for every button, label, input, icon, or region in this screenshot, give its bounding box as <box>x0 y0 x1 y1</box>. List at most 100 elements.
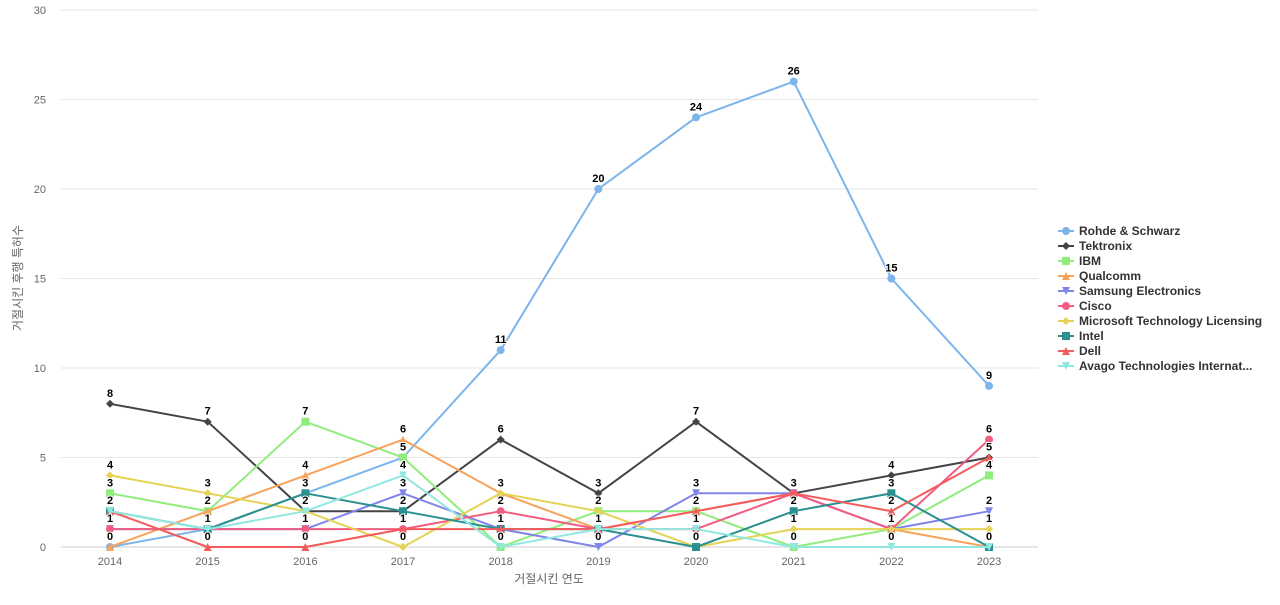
data-point[interactable] <box>985 471 994 480</box>
legend-item[interactable]: Avago Technologies Internat... <box>1058 358 1262 373</box>
data-point[interactable] <box>887 543 896 551</box>
legend-marker-icon <box>1058 226 1074 235</box>
data-point[interactable] <box>887 274 896 283</box>
data-point[interactable] <box>106 471 114 480</box>
data-point[interactable] <box>301 507 310 516</box>
data-point[interactable] <box>692 543 701 551</box>
legend-item[interactable]: Qualcomm <box>1058 268 1262 283</box>
data-point[interactable] <box>594 507 603 516</box>
data-point[interactable] <box>399 453 408 462</box>
data-point[interactable] <box>985 381 994 390</box>
legend-marker[interactable] <box>1062 271 1070 280</box>
data-point[interactable] <box>203 489 212 498</box>
legend-marker[interactable] <box>1062 241 1070 250</box>
data-point[interactable] <box>399 489 408 498</box>
data-point[interactable] <box>106 543 114 551</box>
data-point[interactable] <box>789 489 798 498</box>
data-point[interactable] <box>594 489 603 498</box>
data-point[interactable] <box>399 525 408 534</box>
legend-item[interactable]: Intel <box>1058 328 1262 343</box>
data-point[interactable] <box>985 525 994 534</box>
series-line[interactable] <box>109 474 990 548</box>
data-label: 2 <box>400 495 406 507</box>
data-point[interactable] <box>399 543 408 551</box>
series-line[interactable] <box>109 438 990 548</box>
data-point[interactable] <box>594 525 603 534</box>
data-point[interactable] <box>496 507 505 516</box>
series-avago-technologies-internat-[interactable] <box>106 471 994 551</box>
legend-marker[interactable] <box>1062 226 1070 235</box>
data-point[interactable] <box>496 525 505 534</box>
data-point[interactable] <box>594 185 603 193</box>
legend-marker[interactable] <box>1062 316 1070 325</box>
legend-marker[interactable] <box>1062 286 1070 295</box>
data-point[interactable] <box>106 489 114 498</box>
series-ibm[interactable] <box>106 417 994 551</box>
data-point[interactable] <box>594 543 603 551</box>
data-label: 4 <box>302 459 309 471</box>
data-point[interactable] <box>985 435 994 444</box>
data-point[interactable] <box>789 77 798 86</box>
data-point[interactable] <box>399 507 408 516</box>
series-qualcomm[interactable] <box>106 435 994 551</box>
data-point[interactable] <box>789 543 798 551</box>
data-point[interactable] <box>399 471 408 480</box>
legend-marker[interactable] <box>1062 346 1070 355</box>
data-point[interactable] <box>887 471 896 480</box>
data-point[interactable] <box>301 489 310 498</box>
legend-item[interactable]: Microsoft Technology Licensing <box>1058 313 1262 328</box>
data-point[interactable] <box>692 417 701 426</box>
series-line[interactable] <box>109 456 990 548</box>
data-point[interactable] <box>789 507 798 516</box>
data-point[interactable] <box>301 525 310 534</box>
data-label: 4 <box>107 459 114 471</box>
data-point[interactable] <box>887 507 896 516</box>
data-point[interactable] <box>203 417 212 426</box>
data-point[interactable] <box>692 113 701 122</box>
data-point[interactable] <box>692 489 701 498</box>
data-point[interactable] <box>496 489 505 498</box>
data-point[interactable] <box>203 525 212 534</box>
data-point[interactable] <box>496 543 505 551</box>
legend-item[interactable]: Rohde & Schwarz <box>1058 223 1262 238</box>
data-label: 1 <box>498 513 504 525</box>
series-line[interactable] <box>109 80 990 548</box>
data-point[interactable] <box>692 507 701 516</box>
data-point[interactable] <box>203 543 212 551</box>
series-rohde-schwarz[interactable] <box>106 77 994 551</box>
data-point[interactable] <box>106 507 114 516</box>
series-line[interactable] <box>109 474 990 548</box>
legend-item[interactable]: Samsung Electronics <box>1058 283 1262 298</box>
data-point[interactable] <box>496 435 505 444</box>
data-point[interactable] <box>106 399 114 408</box>
legend-marker[interactable] <box>1062 331 1070 340</box>
data-point[interactable] <box>203 507 212 516</box>
data-point[interactable] <box>789 525 798 534</box>
data-point[interactable] <box>301 417 310 426</box>
series-microsoft-technology-licensing[interactable] <box>106 471 994 551</box>
data-point[interactable] <box>399 435 408 444</box>
data-point[interactable] <box>985 543 994 551</box>
x-tick-label: 2014 <box>98 556 122 568</box>
data-point[interactable] <box>496 346 505 355</box>
legend-marker[interactable] <box>1062 361 1070 370</box>
data-point[interactable] <box>887 489 896 498</box>
legend-item[interactable]: Dell <box>1058 343 1262 358</box>
legend-label: Cisco <box>1079 298 1112 313</box>
data-point[interactable] <box>887 525 896 534</box>
legend-item[interactable]: Tektronix <box>1058 238 1262 253</box>
legend-item[interactable]: IBM <box>1058 253 1262 268</box>
legend-marker[interactable] <box>1062 301 1070 310</box>
legend-item[interactable]: Cisco <box>1058 298 1262 313</box>
data-point[interactable] <box>985 453 994 462</box>
data-label: 2 <box>107 495 113 507</box>
data-point[interactable] <box>692 525 701 534</box>
data-point[interactable] <box>985 507 994 516</box>
data-point[interactable] <box>106 525 114 534</box>
x-tick-label: 2018 <box>488 556 512 568</box>
series-line[interactable] <box>110 438 990 531</box>
data-point[interactable] <box>301 543 310 551</box>
legend-marker[interactable] <box>1062 256 1070 265</box>
data-point[interactable] <box>301 471 310 480</box>
y-tick-label: 25 <box>34 95 46 107</box>
